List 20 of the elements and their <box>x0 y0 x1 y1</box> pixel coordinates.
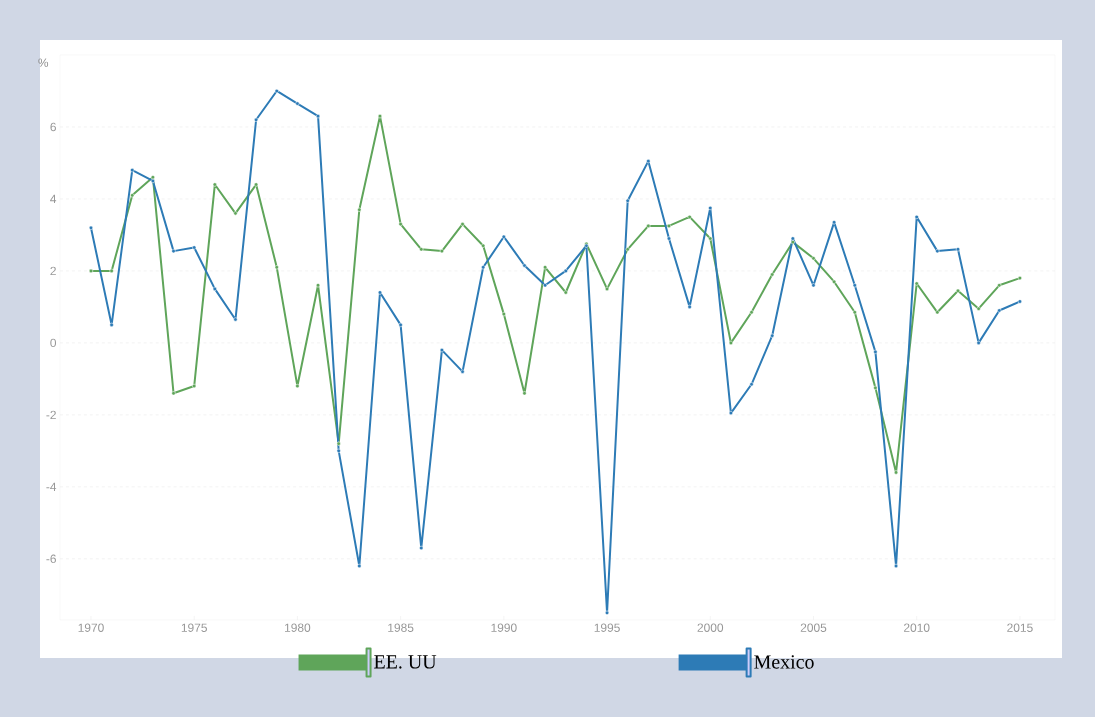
y-tick-label: -4 <box>46 482 57 491</box>
y-tick-label: 6 <box>50 122 56 132</box>
y-tick-label: -2 <box>46 410 56 420</box>
y-tick-label: -6 <box>46 554 56 564</box>
x-tick-label: 2000 <box>697 623 724 632</box>
legend-label: Mexico <box>754 655 814 669</box>
x-tick-label: 2015 <box>1007 623 1033 632</box>
x-tick-label: 1990 <box>491 623 517 632</box>
x-tick-label: 2005 <box>800 623 827 632</box>
y-tick-label: 2 <box>50 266 56 276</box>
x-tick-label: 2010 <box>904 623 930 632</box>
x-tick-label: 1975 <box>181 623 207 632</box>
x-tick-label: 1970 <box>78 623 104 632</box>
x-tick-label: 1985 <box>388 623 414 632</box>
x-tick-label: 1995 <box>594 623 620 632</box>
legend-label: EE. UU <box>374 655 437 669</box>
y-tick-label: 0 <box>50 338 57 348</box>
x-tick-label: 1980 <box>285 623 311 632</box>
y-tick-label: 4 <box>50 194 57 204</box>
y-axis-title: % <box>38 58 49 67</box>
